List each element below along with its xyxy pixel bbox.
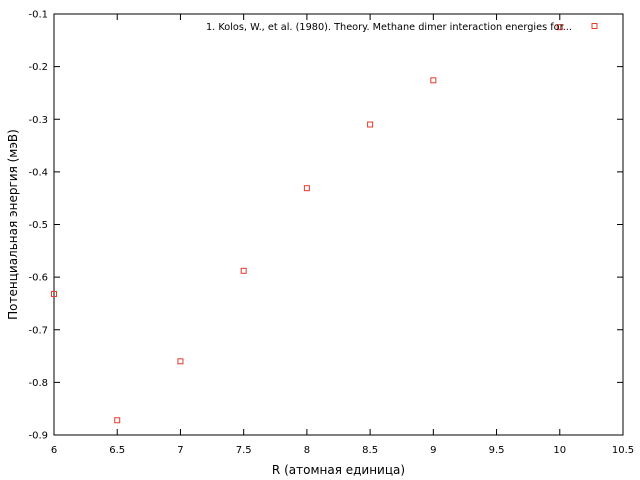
legend: 1. Kolos, W., et al. (1980). Theory. Met… xyxy=(206,22,598,33)
x-tick-label: 10.5 xyxy=(612,445,634,456)
x-axis-label: R (атомная единица) xyxy=(272,463,405,477)
data-point xyxy=(430,77,437,84)
x-tick-label: 10 xyxy=(553,445,566,456)
plot-frame xyxy=(53,13,624,436)
data-point xyxy=(114,417,121,424)
y-axis: -0.1 -0.2 -0.3 -0.4 -0.5 -0.6 -0.7 -0.8 -0.9 xyxy=(28,10,623,442)
y-tick-label: -0.1 xyxy=(28,10,48,21)
data-points xyxy=(51,24,563,424)
x-axis: 6 6.5 7 7.5 8 8.5 9 9.5 10 10.5 xyxy=(51,14,634,456)
legend-label: 1. Kolos, W., et al. (1980). Theory. Met… xyxy=(206,22,572,33)
y-tick-label: -0.9 xyxy=(28,431,48,442)
x-tick-label: 7 xyxy=(177,445,183,456)
data-point xyxy=(556,24,563,31)
y-tick-label: -0.6 xyxy=(28,273,48,284)
x-tick-label: 9 xyxy=(430,445,436,456)
x-tick-label: 8.5 xyxy=(362,445,378,456)
x-tick-label: 6 xyxy=(51,445,57,456)
data-point xyxy=(177,358,184,365)
y-axis-label: Потенциальная энергия (мэВ) xyxy=(6,129,20,320)
data-point xyxy=(51,290,57,297)
x-tick-label: 7.5 xyxy=(236,445,252,456)
legend-marker xyxy=(591,23,598,29)
y-tick-label: -0.8 xyxy=(28,378,48,389)
data-point xyxy=(367,121,374,128)
y-tick-label: -0.4 xyxy=(28,167,48,178)
x-tick-label: 8 xyxy=(304,445,310,456)
x-tick-label: 9.5 xyxy=(489,445,505,456)
y-tick-label: -0.5 xyxy=(28,220,48,231)
y-tick-label: -0.3 xyxy=(28,115,48,126)
y-tick-label: -0.2 xyxy=(28,62,48,73)
data-point xyxy=(303,185,310,192)
data-point xyxy=(240,267,247,274)
y-tick-label: -0.7 xyxy=(28,325,48,336)
x-tick-label: 6.5 xyxy=(109,445,125,456)
